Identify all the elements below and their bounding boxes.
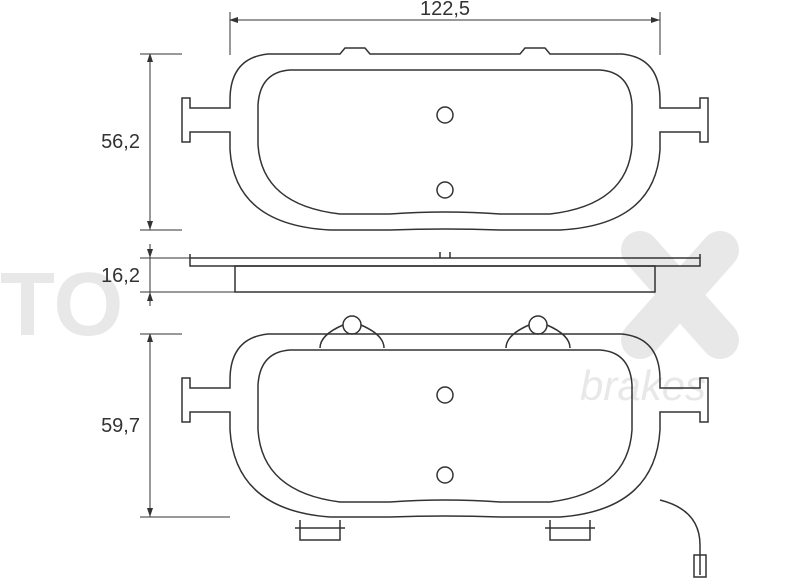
dimension-lower-height: 59,7 <box>101 334 230 517</box>
watermark-x-icon <box>640 250 720 340</box>
bottom-clip-left <box>295 520 345 540</box>
dimension-width-label: 122,5 <box>420 0 470 20</box>
dimension-thickness-label: 16,2 <box>101 265 140 287</box>
dimension-lower-height-label: 59,7 <box>101 415 140 437</box>
upper-pad-hole-bottom <box>437 182 453 198</box>
spring-clip-right <box>506 316 570 348</box>
wear-sensor-icon <box>660 500 706 577</box>
spring-clip-left <box>320 316 384 348</box>
dimension-upper-height-label: 56,2 <box>101 131 140 153</box>
dimension-width: 122,5 <box>230 0 660 55</box>
lower-pad-hole-bottom <box>437 467 453 483</box>
dimension-upper-height: 56,2 <box>101 54 182 230</box>
watermark-sub: brakes <box>580 362 706 409</box>
side-profile <box>190 252 700 292</box>
lower-pad-hole-top <box>437 387 453 403</box>
bottom-clip-right <box>545 520 595 540</box>
upper-brake-pad <box>182 48 708 230</box>
upper-pad-hole-top <box>437 107 453 123</box>
